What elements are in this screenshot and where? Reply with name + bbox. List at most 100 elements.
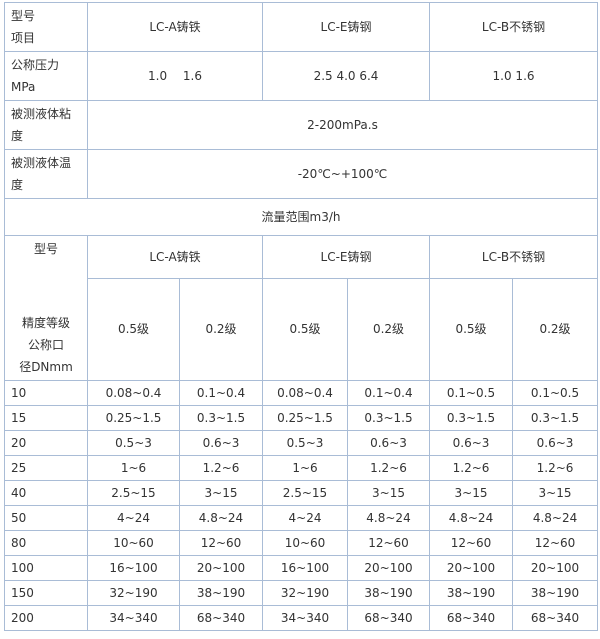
table-row: 型号 项目 LC-A铸铁 LC-E铸钢 LC-B不锈钢 xyxy=(4,2,599,52)
dn-value: 10 xyxy=(4,380,88,406)
table-row: 被测液体粘 度 2-200mPa.s xyxy=(4,100,599,150)
flow-range: 4~24 xyxy=(87,505,180,531)
flow-range: 38~190 xyxy=(346,580,431,606)
model-header: LC-E铸钢 xyxy=(261,2,431,52)
flow-range: 4.8~24 xyxy=(429,505,514,531)
flow-range: 0.5~3 xyxy=(87,430,180,456)
flow-range: 68~340 xyxy=(429,605,514,631)
table-wrapper: 型号 项目 LC-A铸铁 LC-E铸钢 LC-B不锈钢 公称压力 MPa 1.0 1.6 2… xyxy=(3,2,599,631)
dn-value: 15 xyxy=(4,405,88,431)
flow-range: 3~15 xyxy=(179,480,263,506)
flow-range: 3~15 xyxy=(346,480,431,506)
dn-value: 50 xyxy=(4,505,88,531)
flow-range: 32~190 xyxy=(87,580,180,606)
flow-range: 20~100 xyxy=(512,555,599,581)
grade-header: 0.2级 xyxy=(346,277,431,382)
flow-range: 20~100 xyxy=(346,555,431,581)
flow-range: 1.2~6 xyxy=(346,455,431,481)
table-row: 15 0.25~1.5 0.3~1.5 0.25~1.5 0.3~1.5 0.3~1.5 0… xyxy=(4,405,599,431)
flow-range: 68~340 xyxy=(512,605,599,631)
table-row: 20 0.5~3 0.6~3 0.5~3 0.6~3 0.6~3 0.6~3 xyxy=(4,430,599,456)
spec-table: 型号 项目 LC-A铸铁 LC-E铸钢 LC-B不锈钢 公称压力 MPa 1.0 1.6 2… xyxy=(3,2,599,631)
flow-range: 0.6~3 xyxy=(512,430,599,456)
flow-range: 20~100 xyxy=(429,555,514,581)
header-text: 型号 xyxy=(33,242,58,256)
flow-range: 4.8~24 xyxy=(346,505,431,531)
dn-value: 25 xyxy=(4,455,88,481)
grade-header: 0.2级 xyxy=(179,277,263,382)
dn-value: 100 xyxy=(4,555,88,581)
row-value: 2.5 4.0 6.4 xyxy=(261,51,431,101)
dn-value: 150 xyxy=(4,580,88,606)
flow-range: 10~60 xyxy=(262,530,348,556)
flow-range: 16~100 xyxy=(262,555,348,581)
flow-range: 1.2~6 xyxy=(429,455,514,481)
flow-range: 0.1~0.5 xyxy=(429,380,514,406)
header-text: 精度等级 公称口 径DNmm xyxy=(19,316,73,374)
grade-header: 0.5级 xyxy=(87,277,180,382)
dn-header: 型号精度等级 公称口 径DNmm xyxy=(4,235,88,381)
row-value: 1.0 1.6 xyxy=(429,51,599,101)
flow-range: 4.8~24 xyxy=(179,505,263,531)
header-label: 型号 项目 xyxy=(4,2,88,52)
flow-range: 34~340 xyxy=(87,605,180,631)
flow-range: 4.8~24 xyxy=(512,505,599,531)
flow-range: 0.3~1.5 xyxy=(179,405,263,431)
row-label: 被测液体粘 度 xyxy=(4,100,88,150)
flow-range: 1~6 xyxy=(87,455,180,481)
dn-value: 80 xyxy=(4,530,88,556)
dn-value: 200 xyxy=(4,605,88,631)
flow-range: 0.6~3 xyxy=(346,430,431,456)
flow-range: 0.1~0.4 xyxy=(179,380,263,406)
table-row: 流量范围m3/h xyxy=(3,198,599,236)
flow-range: 68~340 xyxy=(179,605,263,631)
flow-range: 0.25~1.5 xyxy=(262,405,348,431)
table-row: 200 34~340 68~340 34~340 68~340 68~340 68~340 xyxy=(4,605,599,631)
model-header: LC-E铸钢 xyxy=(261,235,431,279)
flow-range: 38~190 xyxy=(179,580,263,606)
model-header: LC-B不锈钢 xyxy=(429,2,599,52)
flow-range: 0.6~3 xyxy=(179,430,263,456)
flow-range: 12~60 xyxy=(512,530,599,556)
flow-range: 2.5~15 xyxy=(87,480,180,506)
flow-range: 0.1~0.4 xyxy=(346,380,431,406)
flow-range: 3~15 xyxy=(429,480,514,506)
flow-range: 12~60 xyxy=(346,530,431,556)
row-value: 2-200mPa.s xyxy=(86,100,599,150)
flow-range: 0.1~0.5 xyxy=(512,380,599,406)
table-row: 0.5级 0.2级 0.5级 0.2级 0.5级 0.2级 xyxy=(5,277,599,382)
flow-range: 38~190 xyxy=(429,580,514,606)
flow-range: 0.25~1.5 xyxy=(87,405,180,431)
flow-range: 0.6~3 xyxy=(429,430,514,456)
grade-header: 0.2级 xyxy=(512,277,599,382)
flow-range: 38~190 xyxy=(512,580,599,606)
table-row: 10 0.08~0.4 0.1~0.4 0.08~0.4 0.1~0.4 0.1~0.5 0… xyxy=(4,380,599,406)
flow-range: 12~60 xyxy=(179,530,263,556)
flow-range: 10~60 xyxy=(87,530,180,556)
flow-range: 32~190 xyxy=(262,580,348,606)
table-row: 被测液体温 度 -20℃~+100℃ xyxy=(4,149,599,199)
table-row: 25 1~6 1.2~6 1~6 1.2~6 1.2~6 1.2~6 xyxy=(4,455,599,481)
flow-range: 0.08~0.4 xyxy=(262,380,348,406)
flow-range: 34~340 xyxy=(262,605,348,631)
table-row: 40 2.5~15 3~15 2.5~15 3~15 3~15 3~15 xyxy=(4,480,599,506)
table-row: 公称压力 MPa 1.0 1.6 2.5 4.0 6.4 1.0 1.6 xyxy=(4,51,599,101)
flow-title: 流量范围m3/h xyxy=(3,198,599,236)
table-row: 50 4~24 4.8~24 4~24 4.8~24 4.8~24 4.8~24 xyxy=(4,505,599,531)
row-label: 被测液体温 度 xyxy=(4,149,88,199)
dn-header-box: 型号精度等级 公称口 径DNmm xyxy=(11,238,81,378)
flow-range: 2.5~15 xyxy=(262,480,348,506)
dn-value: 40 xyxy=(4,480,88,506)
table-row: 100 16~100 20~100 16~100 20~100 20~100 20~100 xyxy=(4,555,599,581)
table-row: 型号 精度等级 公称口 径DNmm LC-A铸铁 LC-E铸钢 LC-B不锈钢 xyxy=(4,235,599,381)
row-value: 1.0 1.6 xyxy=(87,51,263,101)
flow-range: 1.2~6 xyxy=(512,455,599,481)
model-header: LC-A铸铁 xyxy=(87,235,263,279)
grade-header: 0.5级 xyxy=(429,277,514,382)
flow-range: 12~60 xyxy=(429,530,514,556)
model-header: LC-B不锈钢 xyxy=(429,235,599,279)
flow-range: 0.3~1.5 xyxy=(512,405,599,431)
flow-range: 20~100 xyxy=(179,555,263,581)
table-row: 150 32~190 38~190 32~190 38~190 38~190 38~190 xyxy=(4,580,599,606)
